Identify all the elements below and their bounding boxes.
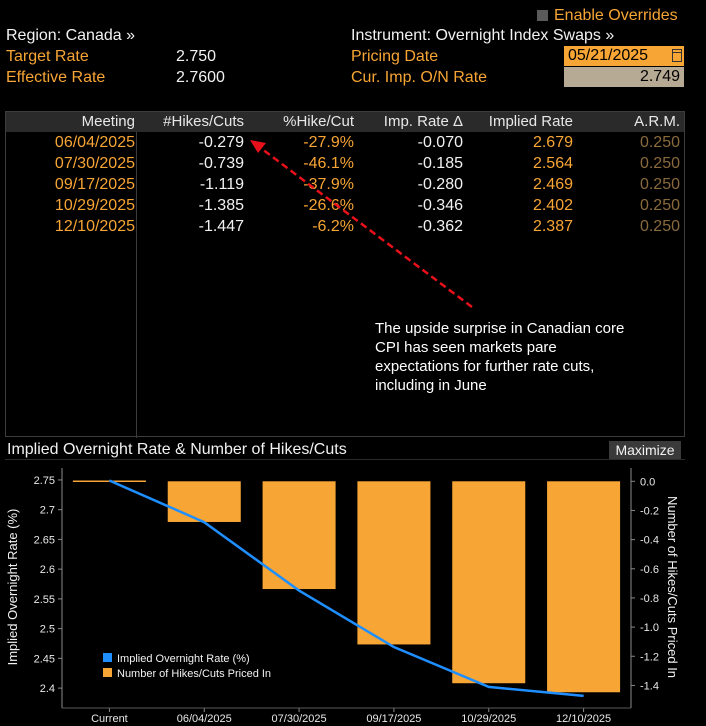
col-meeting[interactable]: Meeting [81,113,135,130]
left-tick-label: 2.5 [40,624,55,636]
cell-implied: 2.387 [532,218,573,235]
legend-label-line: Implied Overnight Rate (%) [117,653,250,665]
instrument-selector[interactable]: Instrument: Overnight Index Swaps » [351,27,615,44]
table-header: Meeting #Hikes/Cuts %Hike/Cut Imp. Rate … [6,112,684,132]
right-tick-label: -0.6 [640,564,659,576]
cell-pct: -46.1% [303,155,354,172]
x-tick-label: 07/30/2025 [272,713,327,725]
bar [357,481,431,645]
table-row[interactable]: 12/10/2025 -1.447 -6.2% -0.362 2.387 0.2… [6,216,684,237]
meetings-table: Meeting #Hikes/Cuts %Hike/Cut Imp. Rate … [5,111,685,438]
cell-delta: -0.280 [417,176,463,193]
right-axis-title: Number of Hikes/Cuts Priced In [665,496,680,678]
right-tick-label: -0.8 [640,593,659,605]
table-row[interactable]: 07/30/2025 -0.739 -46.1% -0.185 2.564 0.… [6,153,684,174]
bar [452,481,526,684]
left-axis-title: Implied Overnight Rate (%) [5,509,20,666]
left-tick-label: 2.65 [34,534,55,546]
effective-rate-value: 2.7600 [176,69,225,86]
right-tick-label: -0.4 [640,535,659,547]
left-tick-label: 2.75 [34,475,55,487]
bar [262,481,336,590]
cell-implied: 2.469 [532,176,573,193]
cur-imp-rate-field[interactable]: 2.749 [564,67,684,87]
cell-hikes: -0.739 [198,155,244,172]
cell-arm: 0.250 [639,218,680,235]
cell-arm: 0.250 [639,134,680,151]
annotation-text: The upside surprise in Canadian core CPI… [375,320,625,394]
cell-meeting: 12/10/2025 [54,218,135,235]
enable-overrides-toggle[interactable]: Enable Overrides [537,6,678,26]
left-tick-label: 2.45 [34,653,55,665]
effective-rate-label: Effective Rate [6,69,106,86]
cell-hikes: -1.447 [198,218,244,235]
x-tick-label: 12/10/2025 [556,713,611,725]
right-tick-label: -0.2 [640,505,659,517]
cell-arm: 0.250 [639,155,680,172]
implied-rate-line [108,479,584,698]
x-tick-label: 06/04/2025 [177,713,232,725]
left-tick-label: 2.55 [34,594,55,606]
left-tick-label: 2.7 [40,505,55,517]
table-row[interactable]: 10/29/2025 -1.385 -26.6% -0.346 2.402 0.… [6,195,684,216]
col-pct-hike-cut[interactable]: %Hike/Cut [283,113,354,130]
cell-meeting: 07/30/2025 [54,155,135,172]
right-tick-label: -1.2 [640,651,659,663]
cell-meeting: 06/04/2025 [54,134,135,151]
enable-overrides-label: Enable Overrides [554,7,678,24]
cell-hikes: -1.385 [198,197,244,214]
pricing-date-input[interactable]: 05/21/2025 [564,46,684,66]
pricing-date-label: Pricing Date [351,48,439,65]
annotation-arrow [250,140,473,308]
chart-divider [5,459,685,460]
right-tick-label: 0.0 [640,476,655,488]
cell-implied: 2.402 [532,197,573,214]
right-tick-label: -1.4 [640,680,659,692]
col-implied-rate[interactable]: Implied Rate [488,113,573,130]
x-tick-label: 09/17/2025 [366,713,421,725]
target-rate-label: Target Rate [6,48,89,65]
col-arm[interactable]: A.R.M. [634,113,680,130]
cell-arm: 0.250 [639,197,680,214]
legend-swatch-bar [103,668,112,677]
cell-arm: 0.250 [639,176,680,193]
table-row[interactable]: 06/04/2025 -0.279 -27.9% -0.070 2.679 0.… [6,132,684,153]
col-imp-rate-delta[interactable]: Imp. Rate Δ [383,113,463,130]
bar [167,481,241,522]
cell-delta: -0.070 [417,134,463,151]
legend-swatch-line [103,653,112,662]
left-tick-label: 2.6 [40,564,55,576]
cell-delta: -0.185 [417,155,463,172]
right-tick-label: -1.0 [640,622,659,634]
calendar-icon[interactable] [672,49,682,62]
cell-pct: -26.6% [303,197,354,214]
chart-title: Implied Overnight Rate & Number of Hikes… [7,441,347,458]
maximize-button[interactable]: Maximize [609,441,681,459]
x-tick-label: Current [91,713,128,725]
rates-chart: 2.75 2.7 2.65 2.6 2.55 2.5 2.45 2.4 0.0 -0.2 -0.4 -… [5,468,680,725]
cell-hikes: -1.119 [199,176,244,193]
cell-implied: 2.679 [532,134,573,151]
legend-label-bar: Number of Hikes/Cuts Priced In [117,668,271,680]
region-selector[interactable]: Region: Canada » [6,27,135,44]
cur-imp-rate-label: Cur. Imp. O/N Rate [351,69,488,86]
cell-meeting: 10/29/2025 [54,197,135,214]
column-divider [136,132,137,438]
bar [547,481,621,693]
pricing-date-value: 05/21/2025 [568,47,649,64]
cell-meeting: 09/17/2025 [54,176,135,193]
col-hikes-cuts[interactable]: #Hikes/Cuts [163,113,244,130]
left-tick-label: 2.4 [40,683,55,695]
cell-delta: -0.362 [417,218,463,235]
checkbox-icon[interactable] [537,10,548,21]
cell-implied: 2.564 [532,155,573,172]
cell-pct: -37.9% [303,176,354,193]
cell-pct: -27.9% [303,134,354,151]
cell-delta: -0.346 [417,197,463,214]
cell-pct: -6.2% [312,218,354,235]
target-rate-value: 2.750 [176,48,217,65]
cell-hikes: -0.279 [198,134,244,151]
x-tick-label: 10/29/2025 [461,713,516,725]
table-row[interactable]: 09/17/2025 -1.119 -37.9% -0.280 2.469 0.… [6,174,684,195]
